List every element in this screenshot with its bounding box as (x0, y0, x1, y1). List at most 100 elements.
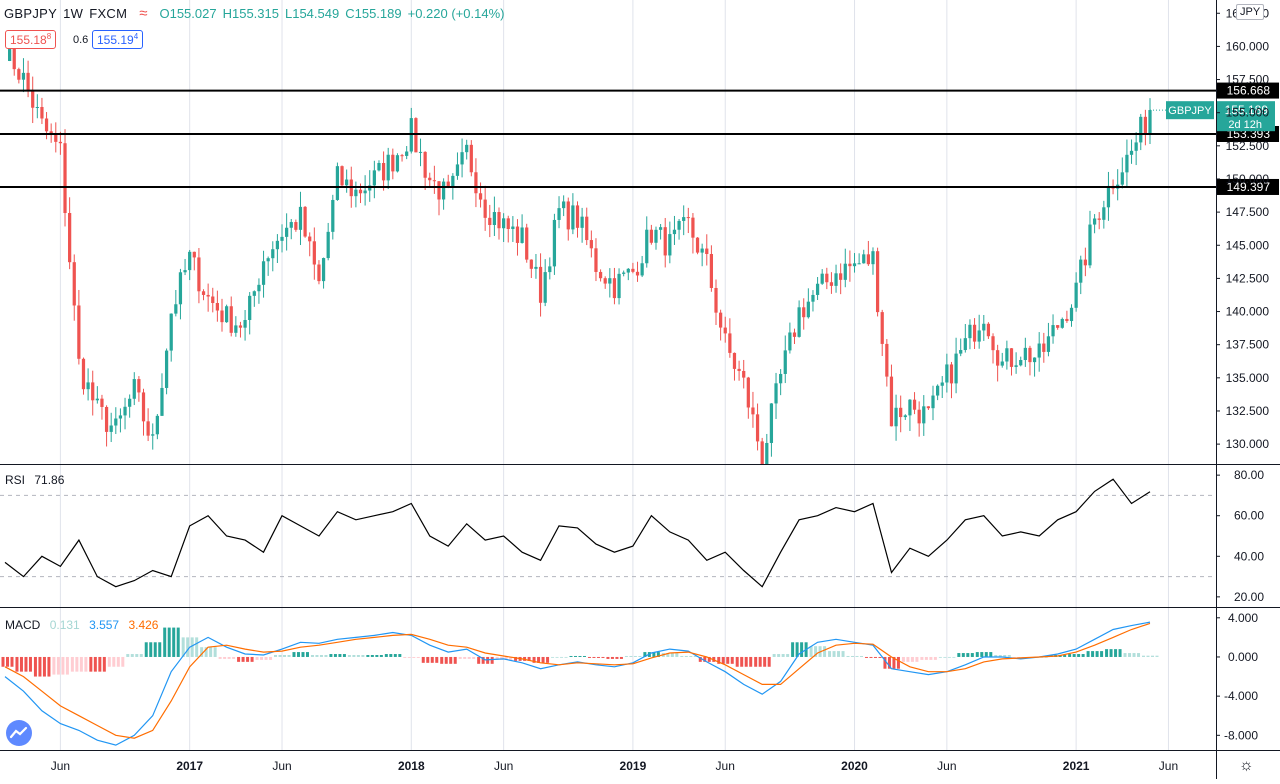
sell-button[interactable]: 155.188 (5, 30, 57, 49)
candle-body (903, 415, 907, 418)
candles-layer (8, 37, 1152, 464)
macd-histogram-bar (1077, 654, 1081, 657)
buy-price: 155.19 (97, 33, 134, 47)
candle-body (414, 118, 418, 153)
macd-histogram-bar (172, 627, 176, 657)
macd-histogram-bar (680, 655, 684, 657)
interval[interactable]: 1W (63, 6, 84, 21)
macd-histogram-bar (435, 656, 439, 663)
macd-histogram-bar (883, 656, 887, 669)
macd-histogram-bar (689, 655, 693, 657)
candle-body (164, 350, 169, 388)
macd-histogram-bar (652, 652, 656, 657)
macd-histogram-bar (772, 654, 776, 657)
macd-histogram-bar (223, 656, 227, 659)
candle-body (977, 330, 981, 342)
candle-body (137, 379, 141, 393)
candle-body (705, 248, 709, 254)
macd-histogram-bar (274, 655, 278, 657)
macd-histogram-bar (656, 652, 660, 657)
macd-histogram-bar (19, 656, 23, 672)
macd-histogram-bar (504, 656, 508, 660)
macd-histogram-bar (537, 656, 541, 663)
rsi-tick-label: 40.00 (1234, 549, 1264, 563)
macd-histogram-bar (1118, 649, 1122, 657)
macd-histogram-bar (352, 655, 356, 657)
macd-histogram-bar (347, 655, 351, 657)
macd-histogram-bar (698, 656, 702, 662)
macd-histogram-bar (855, 655, 859, 657)
candle-body (123, 406, 127, 416)
candle-body (714, 287, 718, 313)
candle-body (358, 189, 363, 194)
candle-body (35, 106, 39, 108)
rsi-tick-label: 20.00 (1234, 590, 1264, 604)
candle-body (562, 201, 566, 209)
macd-histogram-bar (717, 656, 721, 664)
macd-histogram-bar (730, 656, 734, 664)
macd-histogram-bar (421, 656, 425, 663)
macd-histogram-bar (878, 656, 882, 658)
candle-body (598, 271, 603, 279)
macd-histogram-bar (463, 656, 467, 659)
candle-body (308, 236, 312, 242)
candle-body (294, 222, 298, 230)
candle-body (1083, 259, 1087, 266)
candle-body (875, 251, 880, 313)
macd-histogram-bar (1, 656, 5, 667)
macd-histogram-bar (814, 646, 818, 657)
macd-histogram-bar (1100, 651, 1104, 657)
macd-histogram-bar (416, 656, 420, 658)
macd-histogram-bar (1132, 653, 1136, 657)
candle-body (1069, 307, 1074, 322)
candle-body (691, 217, 695, 238)
candle-body (566, 201, 570, 230)
price-tick-label: 147.500 (1226, 205, 1270, 219)
candle-body (862, 254, 866, 264)
price-tick-label: 157.500 (1226, 73, 1270, 87)
current-symbol-tag (1166, 101, 1214, 120)
macd-histogram-bar (75, 656, 79, 672)
macd-histogram-bar (1072, 654, 1076, 657)
candle-body (72, 262, 76, 306)
candle-body (631, 268, 635, 272)
macd-histogram-bar (666, 653, 670, 657)
candle-body (285, 227, 289, 237)
macd-histogram-bar (33, 656, 37, 677)
macd-histogram-bar (10, 656, 14, 667)
macd-histogram-bar (389, 654, 393, 657)
wave-icon[interactable]: ≈ (139, 5, 148, 22)
macd-histogram-bar (296, 652, 300, 657)
macd-histogram-bar (310, 655, 314, 657)
macd-histogram-bar (989, 652, 993, 657)
tradingview-logo-icon[interactable] (6, 720, 32, 746)
candle-body (220, 310, 224, 323)
macd-histogram-bar (1095, 651, 1099, 657)
sell-price: 155.18 (10, 33, 47, 47)
currency-badge[interactable]: JPY (1236, 4, 1265, 20)
candle-body (806, 301, 810, 318)
symbol-name[interactable]: GBPJPY (4, 6, 58, 21)
macd-histogram-bar (619, 656, 623, 659)
macd-histogram-bar (278, 655, 282, 657)
macd-histogram-bar (98, 656, 102, 672)
candle-body (880, 312, 884, 344)
macd-histogram-bar (892, 656, 896, 669)
price-tick-label: 130.000 (1226, 437, 1270, 451)
candle-body (755, 414, 760, 442)
candle-body (1079, 259, 1083, 283)
candle-body (575, 205, 580, 228)
candle-body (548, 266, 552, 273)
candle-body (377, 162, 381, 171)
buy-button[interactable]: 155.194 (92, 30, 144, 49)
candle-body (672, 229, 677, 235)
gear-icon[interactable]: ☼ (1239, 757, 1254, 774)
candle-body (400, 155, 404, 157)
candle-body (146, 421, 150, 436)
macd-legend: MACD 0.131 3.557 3.426 (5, 618, 164, 632)
candle-body (931, 395, 935, 409)
candle-body (1009, 348, 1014, 367)
